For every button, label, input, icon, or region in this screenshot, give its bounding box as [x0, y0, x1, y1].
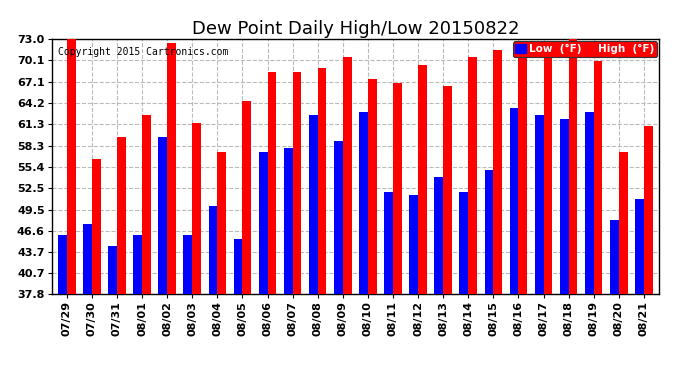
Bar — [159, 137, 167, 294]
Bar — [644, 126, 653, 294]
Bar — [560, 119, 569, 294]
Bar — [217, 152, 226, 294]
Bar — [167, 43, 176, 294]
Bar — [535, 116, 544, 294]
Bar — [518, 54, 527, 294]
Bar — [635, 199, 644, 294]
Bar — [133, 235, 142, 294]
Bar — [108, 246, 117, 294]
Bar — [384, 192, 393, 294]
Bar — [510, 108, 518, 294]
Bar — [484, 170, 493, 294]
Bar — [493, 50, 502, 294]
Bar — [242, 101, 251, 294]
Bar — [293, 72, 302, 294]
Bar — [368, 79, 377, 294]
Bar — [593, 61, 602, 294]
Bar — [585, 112, 593, 294]
Bar — [569, 39, 578, 294]
Bar — [619, 152, 628, 294]
Bar — [435, 177, 443, 294]
Bar — [409, 195, 418, 294]
Bar — [117, 137, 126, 294]
Bar — [544, 54, 552, 294]
Bar — [259, 152, 268, 294]
Bar — [193, 123, 201, 294]
Bar — [393, 83, 402, 294]
Bar — [309, 116, 317, 294]
Bar — [418, 65, 427, 294]
Bar — [268, 72, 276, 294]
Legend: Low  (°F), High  (°F): Low (°F), High (°F) — [513, 42, 657, 57]
Bar — [610, 220, 619, 294]
Bar — [343, 57, 352, 294]
Bar — [58, 235, 67, 294]
Title: Dew Point Daily High/Low 20150822: Dew Point Daily High/Low 20150822 — [192, 20, 519, 38]
Bar — [208, 206, 217, 294]
Bar — [92, 159, 101, 294]
Bar — [234, 238, 242, 294]
Bar — [284, 148, 293, 294]
Bar — [184, 235, 193, 294]
Bar — [359, 112, 368, 294]
Bar — [142, 116, 151, 294]
Bar — [443, 87, 452, 294]
Bar — [469, 57, 477, 294]
Bar — [67, 39, 76, 294]
Bar — [334, 141, 343, 294]
Bar — [83, 224, 92, 294]
Bar — [317, 68, 326, 294]
Bar — [460, 192, 469, 294]
Text: Copyright 2015 Cartronics.com: Copyright 2015 Cartronics.com — [58, 47, 228, 57]
